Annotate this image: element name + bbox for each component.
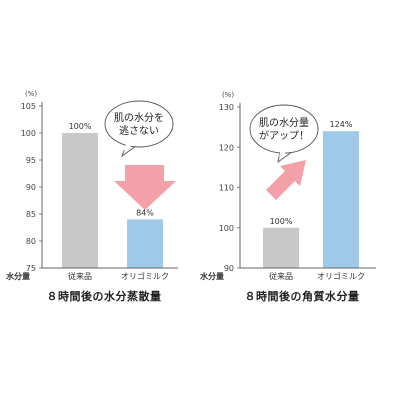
chart2-data-label: 124% — [330, 120, 353, 129]
chart2-unit-label: (%) — [222, 91, 234, 99]
chart1-bar-conventional — [62, 133, 98, 268]
chart2-bubble-tail-fill — [279, 149, 291, 157]
chart1-bar-oligo-milk — [127, 219, 163, 268]
chart1-bubble-tail-fill — [123, 142, 135, 151]
chart1-callout-text: 逃さない — [119, 124, 159, 137]
chart1-y-axis-label: 水分量 — [5, 271, 30, 281]
chart2-speech-bubble — [249, 104, 319, 154]
chart1-chart-title: ８時間後の水分蒸散量 — [47, 289, 162, 303]
chart2-bar-conventional — [263, 227, 299, 268]
chart1-data-label: 100% — [69, 122, 92, 131]
chart2-y-tick-label: 110 — [219, 184, 234, 193]
chart1-speech-bubble — [104, 100, 174, 148]
chart2-y-tick-label: 100 — [219, 224, 234, 233]
chart1-category-label: オリゴミルク — [121, 271, 169, 281]
chart1-y-tick-label: 90 — [26, 183, 36, 192]
chart2-callout-text: 肌の水分量 — [259, 117, 309, 129]
chart2-category-label: 従来品 — [269, 271, 293, 281]
chart2-category-label: オリゴミルク — [317, 271, 365, 281]
chart1-y-tick-label: 100 — [21, 129, 36, 138]
chart2-y-tick-label: 90 — [224, 264, 234, 273]
chart1-y-tick-label: 80 — [26, 237, 36, 246]
chart1-callout-text: 肌の水分を — [114, 112, 164, 124]
chart2-up-arrow-icon — [266, 160, 306, 200]
chart1-y-tick-label: 105 — [21, 102, 36, 111]
chart2-y-axis-label: 水分量 — [199, 271, 224, 281]
chart1-down-arrow-icon — [114, 165, 176, 210]
chart2-y-tick-label: 120 — [219, 143, 234, 152]
chart1-y-tick-label: 75 — [26, 264, 36, 273]
chart2-chart-title: ８時間後の角質水分量 — [245, 289, 360, 303]
chart1-y-tick-label: 95 — [26, 156, 36, 165]
chart2-y-tick-label: 130 — [219, 103, 234, 112]
chart1-data-label: 84% — [136, 208, 154, 217]
chart1-unit-label: (%) — [25, 90, 37, 98]
chart1-y-tick-label: 85 — [26, 210, 36, 219]
chart1-category-label: 従来品 — [68, 271, 92, 281]
chart2-data-label: 100% — [270, 217, 293, 226]
chart2-bar-oligo-milk — [323, 131, 359, 268]
chart2-callout-text: がアップ！ — [259, 129, 309, 142]
